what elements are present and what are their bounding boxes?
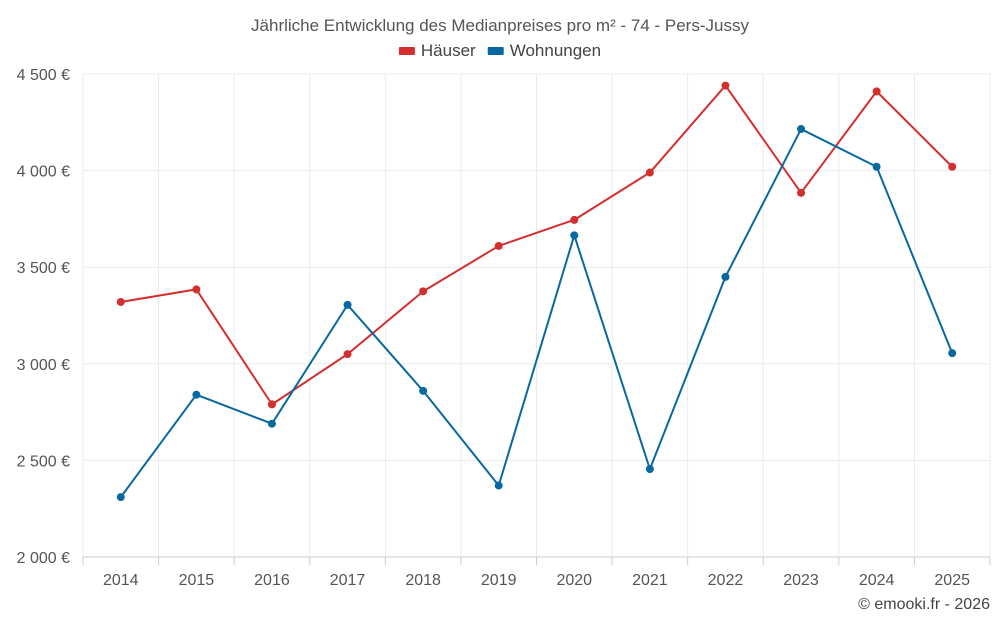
data-point <box>419 386 428 395</box>
data-point <box>419 287 428 296</box>
x-tick-label: 2018 <box>405 572 441 589</box>
data-point <box>116 297 125 306</box>
chart-title: Jährliche Entwicklung des Medianpreises … <box>251 16 749 35</box>
x-tick-label: 2017 <box>330 572 366 589</box>
y-tick-label: 2 500 € <box>17 453 70 470</box>
series-group <box>116 81 957 502</box>
y-tick-label: 3 500 € <box>17 260 70 277</box>
x-tick-label: 2024 <box>859 572 895 589</box>
y-tick-label: 2 000 € <box>17 550 70 567</box>
series-line-häuser <box>120 84 953 406</box>
grid <box>82 73 991 565</box>
x-tick-label: 2014 <box>103 572 139 589</box>
y-axis: 2 000 € 2 500 € 3 000 € 3 500 € 4 000 € 4 500… <box>17 67 70 567</box>
x-tick-label: 2019 <box>481 572 517 589</box>
legend-label: Wohnungen <box>510 41 601 60</box>
x-axis: 2014 2015 2016 2017 2018 2019 2020 2021 2022 2023… <box>103 572 970 589</box>
data-point <box>343 300 352 309</box>
data-point <box>872 162 881 171</box>
x-tick-label: 2020 <box>556 572 592 589</box>
x-tick-label: 2021 <box>632 572 668 589</box>
data-point <box>721 81 730 90</box>
legend-swatch <box>398 47 415 55</box>
data-point <box>570 215 579 224</box>
data-point <box>797 125 806 134</box>
credit-text: © emooki.fr - 2026 <box>858 596 990 613</box>
x-tick-label: 2025 <box>934 572 970 589</box>
data-point <box>343 350 352 359</box>
legend-label: Häuser <box>421 41 476 60</box>
data-point <box>494 481 503 490</box>
x-tick-label: 2023 <box>783 572 819 589</box>
data-point <box>192 285 201 294</box>
legend-swatch <box>487 47 504 55</box>
data-point <box>494 241 503 250</box>
data-point <box>872 87 881 96</box>
data-point <box>797 188 806 197</box>
x-tick-label: 2022 <box>708 572 744 589</box>
legend: Häuser Wohnungen <box>398 41 601 60</box>
data-point <box>645 168 654 177</box>
data-point <box>948 349 957 358</box>
data-point <box>192 390 201 399</box>
series-line-wohnungen <box>119 128 954 498</box>
y-tick-label: 4 500 € <box>17 67 70 84</box>
x-tick-label: 2015 <box>179 572 215 589</box>
data-point <box>267 400 276 409</box>
x-tick-label: 2016 <box>254 572 290 589</box>
data-point <box>948 162 957 171</box>
data-point <box>570 231 579 240</box>
data-point <box>645 465 654 474</box>
y-tick-label: 3 000 € <box>17 357 70 374</box>
data-point <box>267 419 276 428</box>
data-point <box>116 493 125 502</box>
y-tick-label: 4 000 € <box>17 164 70 181</box>
data-point <box>721 272 730 281</box>
